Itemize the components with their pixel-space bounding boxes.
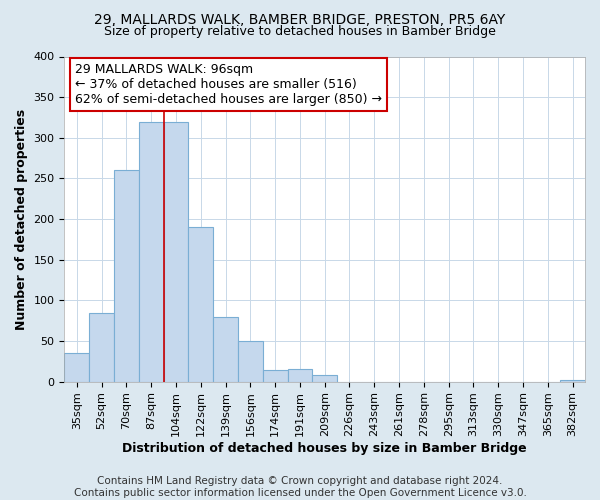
X-axis label: Distribution of detached houses by size in Bamber Bridge: Distribution of detached houses by size … [122, 442, 527, 455]
Bar [64, 353, 89, 382]
Bar [213, 316, 238, 382]
Bar [114, 170, 139, 382]
Text: 29, MALLARDS WALK, BAMBER BRIDGE, PRESTON, PR5 6AY: 29, MALLARDS WALK, BAMBER BRIDGE, PRESTO… [94, 12, 506, 26]
Bar [164, 122, 188, 382]
Bar [313, 375, 337, 382]
Bar [89, 312, 114, 382]
Bar [287, 370, 313, 382]
Text: 29 MALLARDS WALK: 96sqm
← 37% of detached houses are smaller (516)
62% of semi-d: 29 MALLARDS WALK: 96sqm ← 37% of detache… [75, 63, 382, 106]
Bar [263, 370, 287, 382]
Bar [139, 122, 164, 382]
Bar [560, 380, 585, 382]
Bar [238, 341, 263, 382]
Bar [188, 227, 213, 382]
Text: Size of property relative to detached houses in Bamber Bridge: Size of property relative to detached ho… [104, 25, 496, 38]
Y-axis label: Number of detached properties: Number of detached properties [15, 108, 28, 330]
Text: Contains HM Land Registry data © Crown copyright and database right 2024.
Contai: Contains HM Land Registry data © Crown c… [74, 476, 526, 498]
